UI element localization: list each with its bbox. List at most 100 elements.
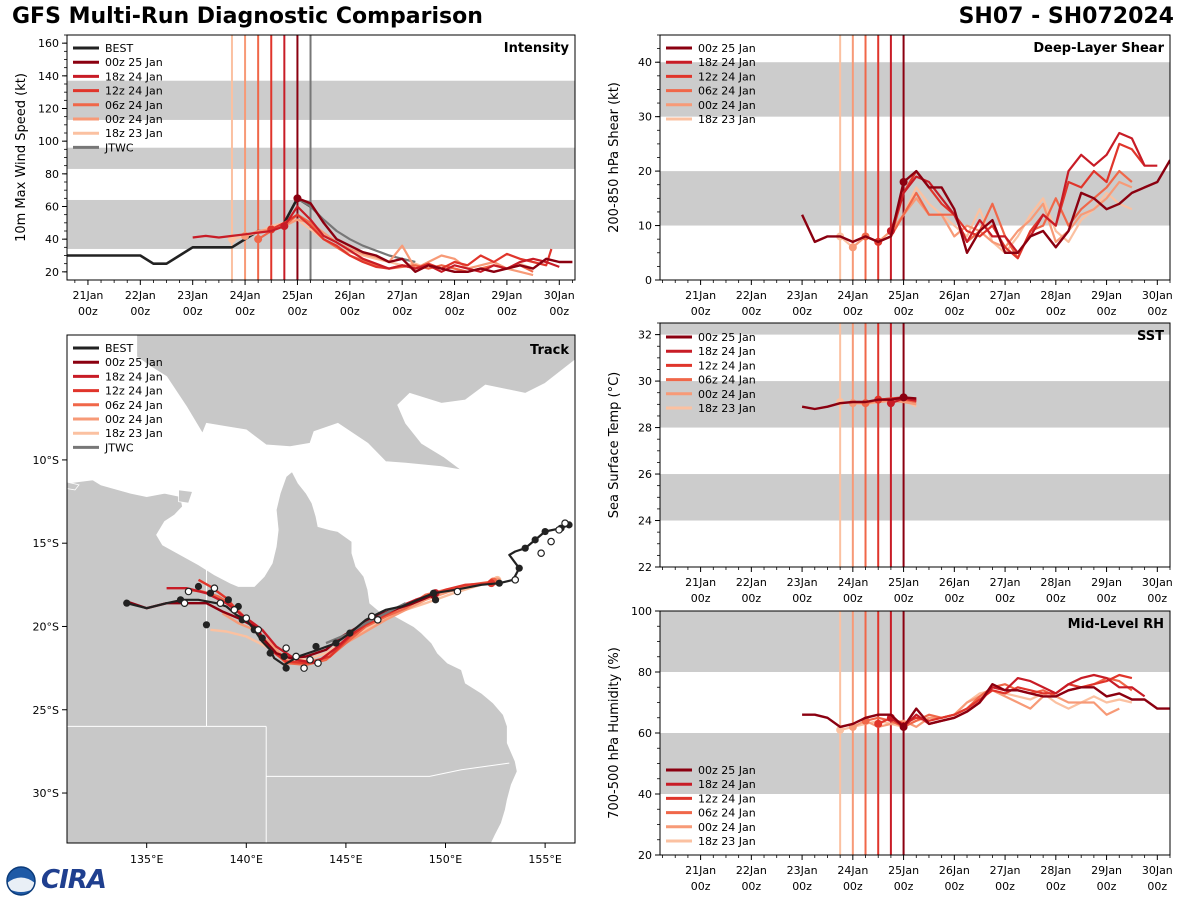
- y-tick-label: 28: [638, 422, 652, 435]
- shear-ylabel: 200-850 hPa Shear (kt): [607, 82, 622, 233]
- x-tick-label-hour: 00z: [691, 592, 711, 605]
- best-track-point-hollow: [537, 549, 545, 557]
- y-tick-label: 80: [45, 168, 59, 181]
- best-track-point: [258, 634, 266, 642]
- x-tick-label-hour: 00z: [549, 305, 569, 318]
- x-tick-label-hour: 00z: [792, 592, 812, 605]
- legend-label: JTWC: [104, 441, 134, 454]
- x-tick-label-date: 22Jan: [736, 576, 767, 589]
- legend-label: 18z 23 Jan: [698, 402, 756, 415]
- y-tick-label: 140: [38, 70, 59, 83]
- legend-label: 18z 24 Jan: [698, 778, 756, 791]
- x-tick-label-date: 25Jan: [888, 864, 919, 877]
- legend-label: 00z 25 Jan: [698, 42, 756, 55]
- series-line: [192, 205, 560, 273]
- legend-label: 18z 24 Jan: [698, 56, 756, 69]
- rh-title: Mid-Level RH: [1068, 617, 1164, 632]
- x-tick-label-date: 22Jan: [736, 289, 767, 302]
- x-tick-label-date: 24Jan: [837, 864, 868, 877]
- best-track-point-hollow: [184, 587, 193, 596]
- best-track-point: [541, 527, 549, 536]
- x-tick-label-hour: 00z: [995, 305, 1015, 318]
- cira-logo: CIRA: [5, 865, 115, 896]
- legend-label: 00z 25 Jan: [105, 56, 163, 69]
- x-tick-label-hour: 00z: [497, 305, 517, 318]
- best-track-point-hollow: [547, 537, 555, 546]
- intensity-title: Intensity: [504, 41, 570, 56]
- x-tick-label-date: 25Jan: [888, 576, 919, 589]
- x-tick-label-hour: 00z: [1046, 592, 1066, 605]
- track-title: Track: [530, 343, 569, 358]
- landmass: [136, 335, 575, 471]
- x-tick-label-hour: 00z: [944, 592, 964, 605]
- legend-label: 00z 25 Jan: [698, 764, 756, 777]
- lat-tick-label: 25°S: [33, 704, 59, 717]
- x-tick-label-hour: 00z: [792, 880, 812, 893]
- y-tick-label: 30: [638, 111, 652, 124]
- best-track-point-hollow: [306, 655, 314, 664]
- x-tick-label-date: 28Jan: [1040, 864, 1071, 877]
- lat-tick-label: 30°S: [33, 787, 59, 800]
- lat-tick-label: 15°S: [33, 537, 59, 550]
- y-tick-label: 120: [38, 103, 59, 116]
- legend-label: 18z 24 Jan: [105, 70, 163, 83]
- x-tick-label-hour: 00z: [995, 880, 1015, 893]
- best-track-point: [332, 639, 340, 647]
- y-tick-label: 22: [638, 561, 652, 574]
- best-track-point: [495, 579, 503, 587]
- x-tick-label-hour: 00z: [843, 305, 863, 318]
- x-tick-label-hour: 00z: [843, 592, 863, 605]
- best-track-point-hollow: [292, 652, 300, 661]
- sst-title: SST: [1137, 329, 1164, 344]
- x-tick-label-hour: 00z: [288, 305, 308, 318]
- legend-label: BEST: [105, 42, 133, 55]
- y-tick-label: 40: [638, 788, 652, 801]
- x-tick-label-date: 21Jan: [685, 576, 716, 589]
- best-track-point-hollow: [561, 519, 569, 528]
- legend-label: 12z 24 Jan: [698, 792, 756, 805]
- legend-label: 18z 24 Jan: [105, 370, 163, 383]
- x-tick-label-hour: 00z: [944, 305, 964, 318]
- threshold-band: [67, 80, 575, 120]
- sst-panel: 22 24 26 28 30 32 21Jan 00z 22Jan 00z 23Jan 00z 24Ja…: [607, 322, 1173, 605]
- sst-plot-area: [660, 323, 1170, 567]
- best-track-point-hollow: [511, 576, 520, 584]
- series-line: [801, 396, 917, 411]
- x-tick-label-date: 23Jan: [177, 289, 208, 302]
- x-tick-label-hour: 00z: [445, 305, 465, 318]
- x-tick-label-hour: 00z: [183, 305, 203, 318]
- x-tick-label-date: 24Jan: [837, 289, 868, 302]
- best-track-point-hollow: [373, 616, 382, 624]
- series-marker: [899, 393, 908, 402]
- track-map-area: [67, 335, 575, 843]
- x-tick-label-hour: 00z: [691, 305, 711, 318]
- y-tick-label: 0: [645, 274, 652, 287]
- legend-label: 06z 24 Jan: [698, 807, 756, 820]
- lon-tick-label: 145°E: [329, 853, 362, 866]
- series-marker: [280, 222, 289, 231]
- series-line: [801, 159, 1170, 255]
- x-tick-label-hour: 00z: [1097, 305, 1117, 318]
- legend-label: 12z 24 Jan: [105, 85, 163, 98]
- lon-tick-label: 140°E: [230, 853, 263, 866]
- x-tick-label-date: 23Jan: [787, 576, 818, 589]
- legend-label: 06z 24 Jan: [698, 85, 756, 98]
- x-tick-label-date: 26Jan: [939, 289, 970, 302]
- best-track-point: [206, 589, 215, 597]
- x-tick-label-date: 24Jan: [230, 289, 261, 302]
- x-tick-label-hour: 00z: [1147, 592, 1167, 605]
- shear-panel: 0 10 20 30 40 21Jan 00z 22Jan 00z 23Jan 00z 24Jan 00…: [607, 34, 1173, 318]
- x-tick-label-date: 30Jan: [1142, 289, 1173, 302]
- series-marker: [836, 725, 845, 734]
- x-tick-label-hour: 00z: [130, 305, 150, 318]
- lat-tick-label: 10°S: [33, 454, 59, 467]
- best-track-point: [224, 596, 232, 604]
- x-tick-label-hour: 00z: [894, 305, 914, 318]
- series-marker: [886, 399, 895, 408]
- shear-title: Deep-Layer Shear: [1033, 41, 1164, 56]
- legend-label: BEST: [105, 342, 133, 355]
- x-tick-label-hour: 00z: [792, 305, 812, 318]
- best-track-point: [280, 652, 288, 661]
